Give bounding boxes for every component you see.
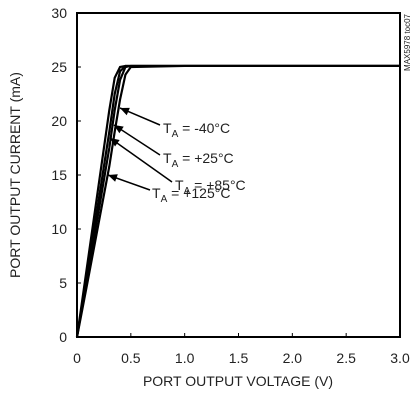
arrow-head: [108, 174, 118, 182]
arrow-head: [120, 107, 130, 116]
series-line: [75, 64, 400, 338]
x-tick-label: 2.5: [336, 350, 356, 366]
x-tick-label: 0.5: [121, 350, 141, 366]
y-tick-label: 20: [51, 113, 67, 129]
y-tick-label: 15: [51, 167, 67, 183]
legend-label: TA = +85°C: [175, 177, 246, 197]
legend-label: TA = +25°C: [163, 150, 234, 170]
y-tick-label: 25: [51, 59, 67, 75]
y-tick-label: 30: [51, 5, 67, 21]
series-line: [75, 64, 400, 338]
y-axis-label: PORT OUTPUT CURRENT (mA): [7, 72, 23, 278]
x-tick-label: 2.0: [283, 350, 303, 366]
y-tick-label: 5: [59, 275, 67, 291]
y-tick-label: 10: [51, 221, 67, 237]
legend-label: TA = +125°C: [152, 185, 230, 205]
annotation-arrow: [113, 124, 161, 156]
series-line: [75, 64, 400, 338]
y-tick-label: 0: [59, 329, 67, 345]
x-axis-label: PORT OUTPUT VOLTAGE (V): [143, 373, 333, 389]
plot-frame: [76, 12, 401, 338]
x-tick-label: 3.0: [390, 350, 410, 366]
watermark: MAX5978 toc07: [403, 13, 412, 70]
x-tick-label: 0: [73, 350, 81, 366]
x-tick-label: 1.0: [175, 350, 195, 366]
legend-label: TA = -40°C: [163, 120, 230, 140]
series-line: [75, 64, 400, 338]
x-tick-label: 1.5: [229, 350, 249, 366]
arrow-head: [110, 138, 120, 147]
annotation-arrow: [109, 137, 173, 183]
